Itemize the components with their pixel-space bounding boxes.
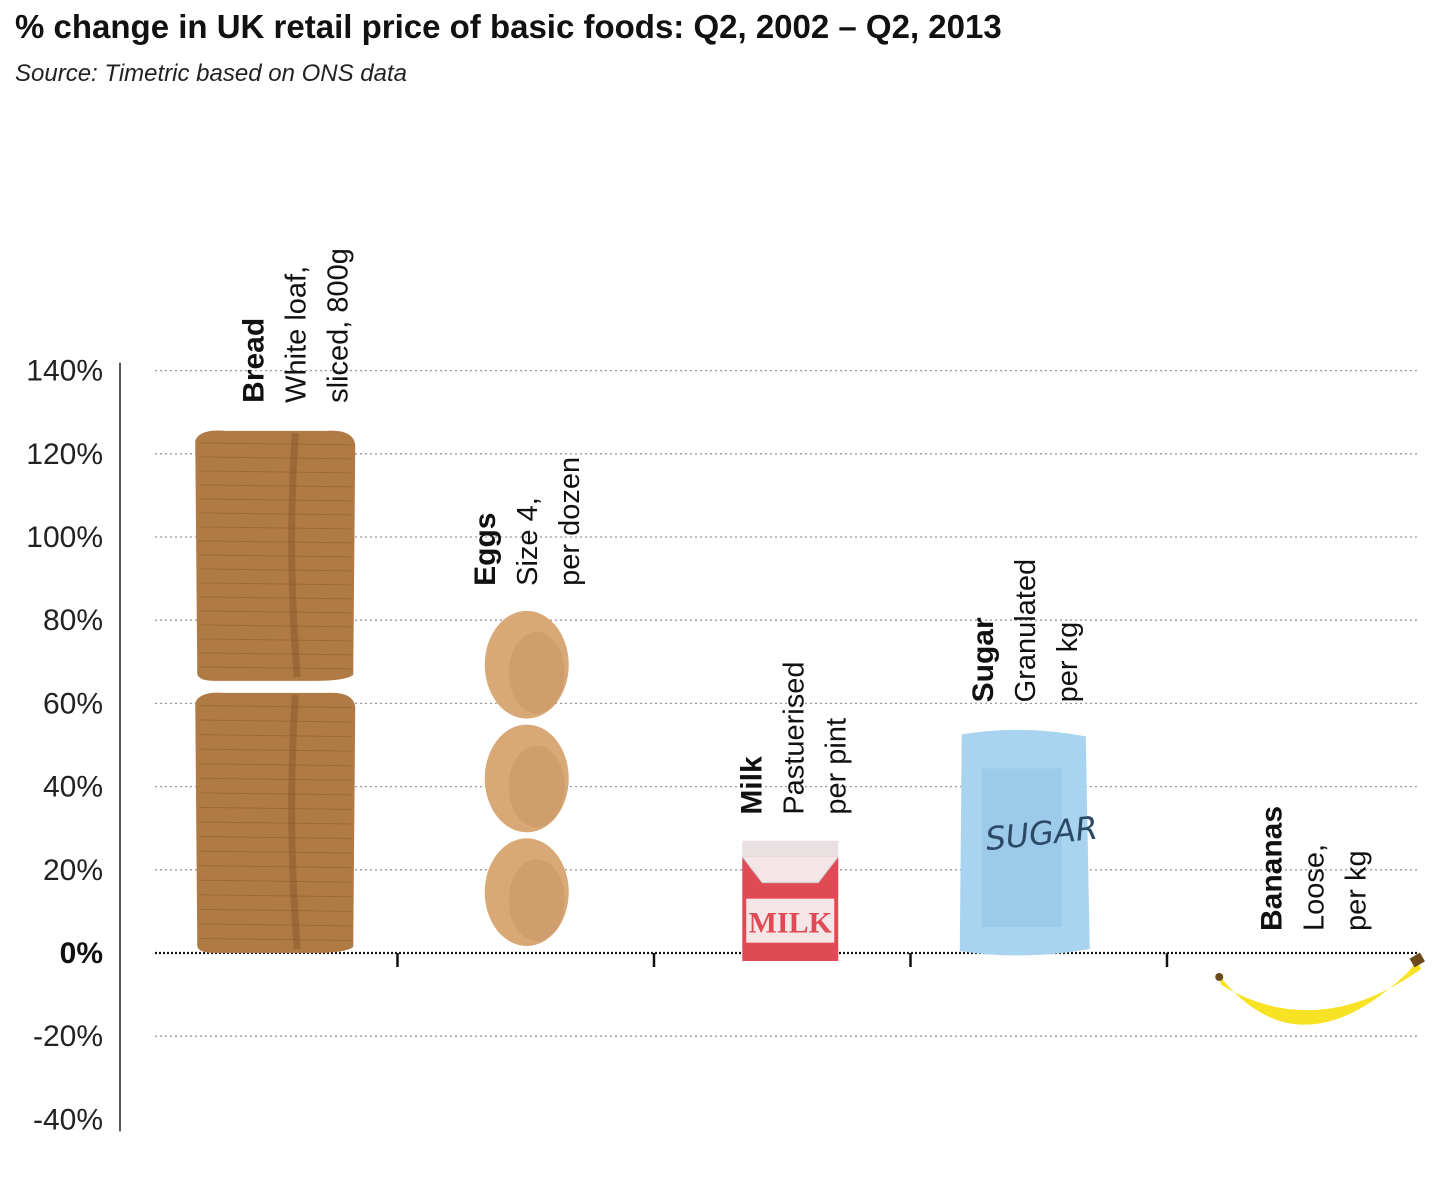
bread-slice-line — [199, 923, 352, 927]
category-name: Bananas — [1255, 806, 1288, 931]
bar-eggs — [484, 610, 569, 946]
category-description: Pastuerised — [778, 662, 810, 815]
bread-slice-line — [199, 865, 352, 869]
category-description: per pint — [820, 718, 852, 815]
chart-subtitle: Source: Timetric based on ONS data — [15, 60, 407, 87]
egg-shade — [508, 859, 565, 941]
y-tick-label: 20% — [43, 854, 103, 887]
y-tick-label: 80% — [43, 604, 103, 637]
banana-body — [1217, 961, 1422, 1025]
category-description: per kg — [1340, 850, 1372, 931]
category-description: Size 4, — [512, 497, 544, 586]
bread-slice-line — [199, 937, 352, 941]
bread-slice-line — [199, 704, 352, 708]
chart-title: % change in UK retail price of basic foo… — [15, 8, 1002, 45]
bread-slice-line — [199, 792, 352, 796]
bar-bananas — [1215, 952, 1425, 1025]
egg-shade — [508, 631, 565, 714]
bread-slice-line — [199, 442, 352, 446]
egg-shade — [508, 745, 565, 828]
category-label-sugar: Sugar Granulated per kg — [967, 559, 1084, 703]
bread-slice-line — [199, 850, 352, 854]
bread-slice-line — [199, 719, 352, 723]
y-tick-label: 100% — [26, 521, 103, 554]
bread-crust — [288, 432, 301, 678]
bread-slice-line — [199, 554, 352, 558]
category-label-milk: Milk Pastuerised per pint — [735, 662, 852, 815]
milk-label-text: MILK — [749, 907, 833, 940]
y-axis: 140% 120% 100% 80% 60% 40% 20% 0% -20% -40% — [26, 355, 1169, 1136]
bread-slice-line — [199, 624, 352, 628]
bread-slice-line — [199, 498, 352, 502]
category-name: Eggs — [469, 513, 502, 586]
bread-slice-line — [199, 763, 352, 767]
gridlines — [155, 369, 1418, 1037]
bread-slice-line — [199, 456, 352, 460]
bread-slice-line — [199, 908, 352, 912]
category-description: per dozen — [554, 457, 586, 586]
milk-carton-top — [742, 840, 839, 857]
bread-slice-line — [199, 470, 352, 474]
bread-slice-line — [199, 879, 352, 883]
bread-slice-line — [199, 836, 352, 840]
y-tick-label: 0% — [60, 937, 103, 970]
category-description: per kg — [1052, 622, 1084, 703]
y-tick-label: 120% — [26, 438, 103, 471]
bread-crust — [288, 694, 301, 950]
bar-bread — [195, 430, 356, 953]
sugar-bag-shade — [981, 768, 1062, 927]
category-description: White loaf, — [280, 266, 312, 403]
y-tick-label: -20% — [33, 1020, 103, 1053]
bread-slice-line — [199, 526, 352, 530]
category-labels: Bread White loaf, sliced, 800g Eggs Size 4, p… — [237, 248, 1372, 931]
y-tick-label: 40% — [43, 771, 103, 804]
sugar-bag-body — [959, 729, 1090, 956]
bread-slice-line — [199, 484, 352, 488]
bread-slice-line — [199, 821, 352, 825]
bread-slice-line — [199, 894, 352, 898]
bread-slice-line — [199, 666, 352, 670]
category-label-bread: Bread White loaf, sliced, 800g — [237, 248, 354, 403]
y-tick-label: -40% — [33, 1103, 103, 1136]
bread-loaf — [195, 692, 356, 953]
bread-slice-line — [199, 568, 352, 572]
bread-slice-line — [199, 748, 352, 752]
milk-carton-label — [746, 898, 835, 943]
pictogram-bars: MILK SUGAR — [195, 430, 1425, 1025]
bread-slice-line — [199, 806, 352, 810]
category-name: Milk — [735, 756, 768, 815]
y-tick-label: 60% — [43, 687, 103, 720]
category-name: Bread — [237, 318, 270, 403]
bread-slice-line — [199, 638, 352, 642]
bread-slice-line — [199, 540, 352, 544]
bread-slice-line — [199, 512, 352, 516]
egg-shape — [484, 724, 569, 833]
egg-shape — [484, 610, 569, 719]
bread-slice-line — [199, 596, 352, 600]
bread-loaf — [195, 430, 356, 681]
bar-sugar: SUGAR — [959, 729, 1100, 956]
banana-stem — [1409, 952, 1425, 968]
bread-slice-line — [199, 610, 352, 614]
category-description: sliced, 800g — [322, 248, 354, 403]
bread-slice-line — [199, 652, 352, 656]
bread-slice-line — [199, 777, 352, 781]
egg-shape — [484, 838, 569, 946]
bread-slice-line — [199, 582, 352, 586]
category-description: Granulated — [1010, 559, 1042, 703]
banana-tip — [1215, 973, 1224, 981]
bread-slice-line — [199, 734, 352, 738]
milk-carton-fold — [741, 856, 839, 884]
bar-milk: MILK — [741, 840, 839, 961]
category-label-eggs: Eggs Size 4, per dozen — [469, 457, 586, 586]
category-description: Loose, — [1298, 844, 1330, 931]
category-label-bananas: Bananas Loose, per kg — [1255, 806, 1372, 931]
y-tick-label: 140% — [26, 355, 103, 388]
category-name: Sugar — [967, 617, 1000, 702]
